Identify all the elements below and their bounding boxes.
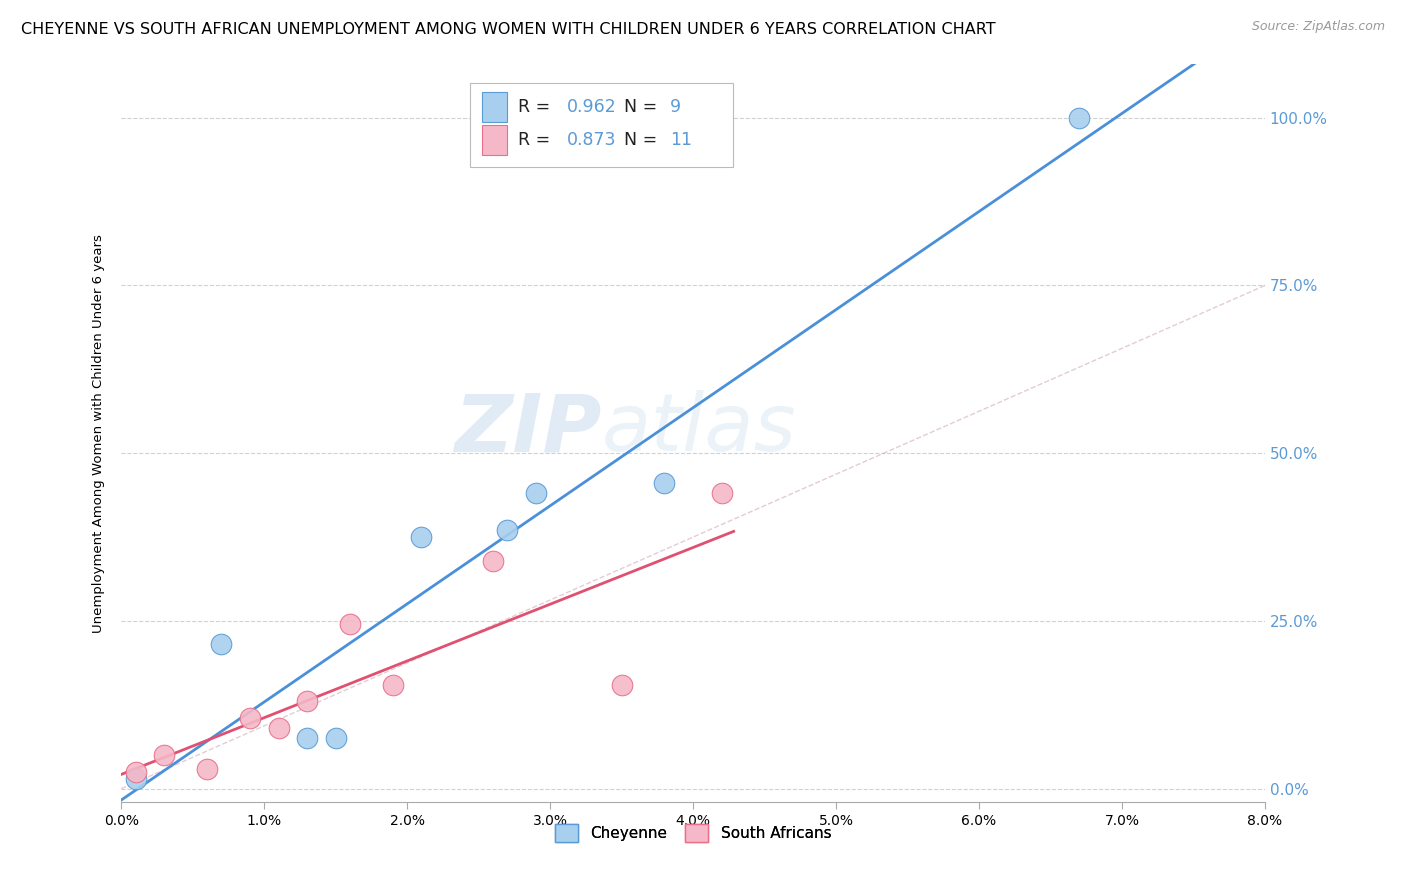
Point bbox=[710, 486, 733, 500]
Text: N =: N = bbox=[624, 131, 664, 149]
Text: ZIP: ZIP bbox=[454, 391, 602, 468]
Point bbox=[153, 748, 176, 763]
Point bbox=[411, 530, 433, 544]
Text: Source: ZipAtlas.com: Source: ZipAtlas.com bbox=[1251, 20, 1385, 33]
FancyBboxPatch shape bbox=[481, 92, 506, 121]
Text: CHEYENNE VS SOUTH AFRICAN UNEMPLOYMENT AMONG WOMEN WITH CHILDREN UNDER 6 YEARS C: CHEYENNE VS SOUTH AFRICAN UNEMPLOYMENT A… bbox=[21, 22, 995, 37]
Point bbox=[339, 617, 361, 632]
Point bbox=[195, 762, 218, 776]
Point bbox=[1067, 111, 1090, 125]
Legend: Cheyenne, South Africans: Cheyenne, South Africans bbox=[547, 816, 839, 850]
Point bbox=[124, 764, 146, 779]
FancyBboxPatch shape bbox=[481, 125, 506, 155]
Text: R =: R = bbox=[519, 131, 555, 149]
Point bbox=[482, 553, 505, 567]
Point bbox=[610, 678, 633, 692]
Point bbox=[267, 722, 290, 736]
Point bbox=[381, 678, 404, 692]
Text: atlas: atlas bbox=[602, 391, 796, 468]
Point bbox=[654, 476, 676, 491]
Point bbox=[209, 637, 232, 651]
Point bbox=[524, 486, 547, 500]
Text: 11: 11 bbox=[671, 131, 692, 149]
Point bbox=[325, 731, 347, 746]
Point bbox=[295, 731, 318, 746]
Text: R =: R = bbox=[519, 98, 555, 116]
Point bbox=[124, 772, 146, 786]
Text: 0.962: 0.962 bbox=[567, 98, 617, 116]
Text: N =: N = bbox=[624, 98, 664, 116]
Y-axis label: Unemployment Among Women with Children Under 6 years: Unemployment Among Women with Children U… bbox=[93, 234, 105, 632]
Text: 0.873: 0.873 bbox=[567, 131, 617, 149]
Point bbox=[239, 711, 262, 725]
Point bbox=[295, 694, 318, 708]
Text: 9: 9 bbox=[671, 98, 682, 116]
FancyBboxPatch shape bbox=[470, 83, 733, 168]
Point bbox=[496, 524, 519, 538]
